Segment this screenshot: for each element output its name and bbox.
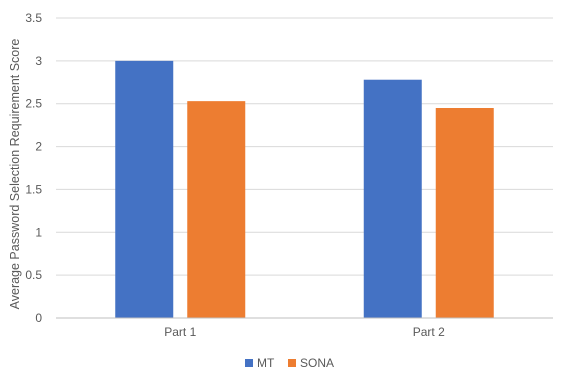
y-axis-ticks: 0 0.5 1 1.5 2 2.5 3 3.5 xyxy=(25,11,42,325)
legend-label-mt: MT xyxy=(257,356,275,370)
bar-mt-part-1 xyxy=(115,60,174,318)
y-tick-label: 1 xyxy=(35,225,42,239)
legend-swatch-mt xyxy=(245,359,253,367)
legend: MT SONA xyxy=(245,356,334,370)
y-tick-label: 3 xyxy=(35,54,42,68)
y-axis-label: Average Password Selection Requirement S… xyxy=(8,39,22,310)
legend-label-sona: SONA xyxy=(300,356,334,370)
y-tick-label: 1.5 xyxy=(25,182,42,196)
bar-sona-part-2 xyxy=(435,108,494,318)
y-tick-label: 0.5 xyxy=(25,268,42,282)
y-tick-label: 0 xyxy=(35,311,42,325)
y-tick-label: 2 xyxy=(35,140,42,154)
bar-mt-part-2 xyxy=(363,79,422,318)
x-category-label: Part 2 xyxy=(413,325,445,339)
y-tick-label: 2.5 xyxy=(25,97,42,111)
bar-sona-part-1 xyxy=(187,101,246,319)
bars xyxy=(115,60,494,319)
y-tick-label: 3.5 xyxy=(25,11,42,25)
x-category-label: Part 1 xyxy=(164,325,196,339)
legend-swatch-sona xyxy=(288,359,296,367)
x-axis-categories: Part 1 Part 2 xyxy=(164,325,445,339)
